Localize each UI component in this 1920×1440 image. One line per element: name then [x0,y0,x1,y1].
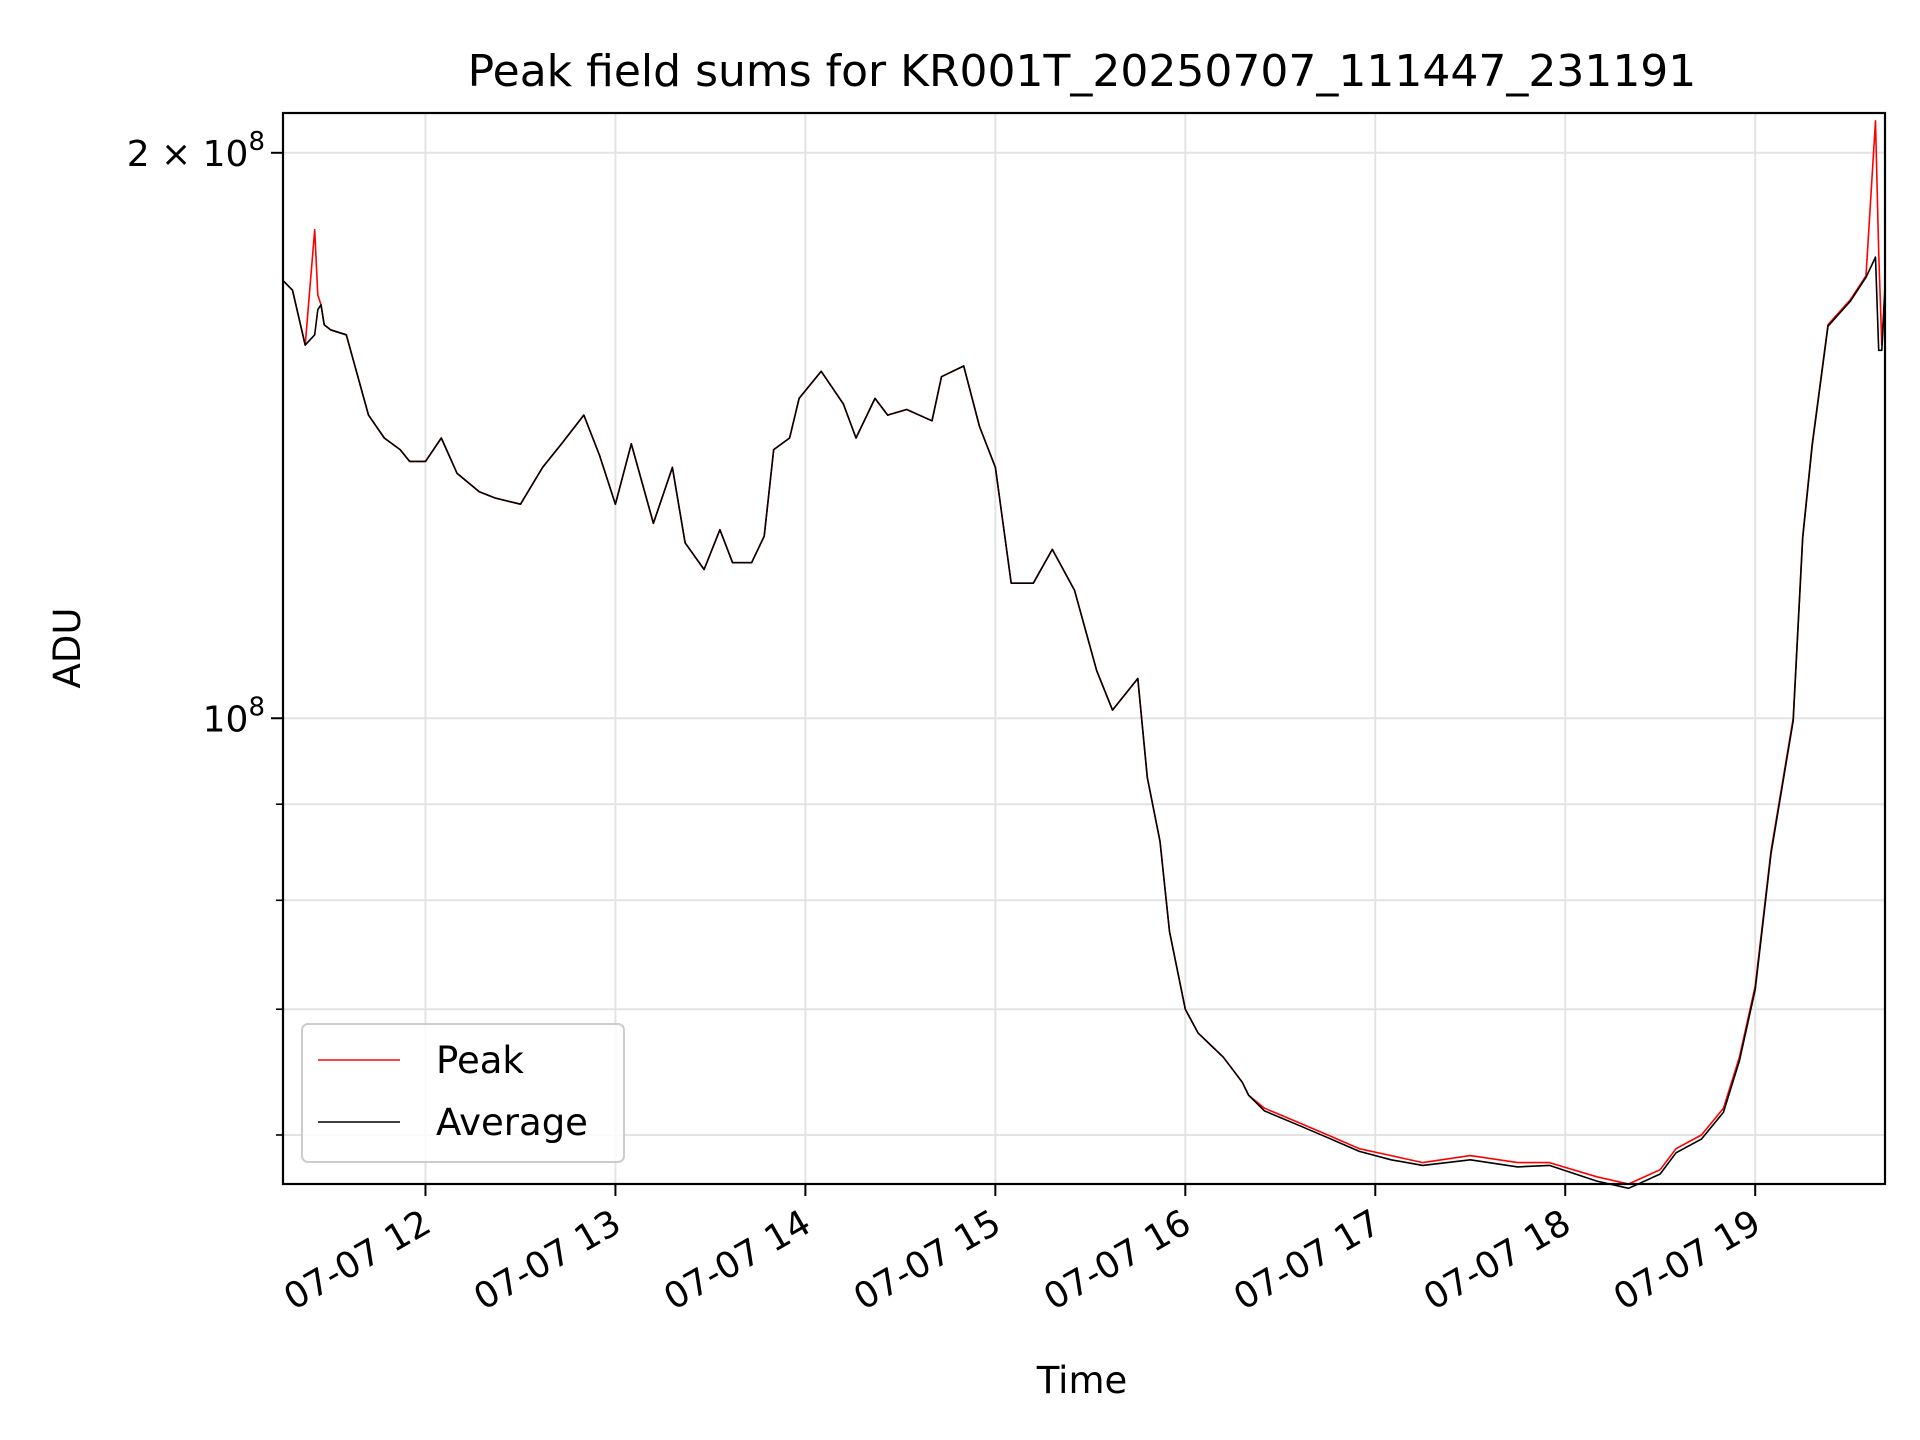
grid-lines [283,113,1885,1184]
y-tick-mantissa: 2 × 10 [127,134,249,175]
y-tick-label: 2 × 108 [127,127,265,175]
series-lines [282,120,1886,1190]
x-axis-label: Time [1036,1359,1128,1402]
y-axis-label: ADU [46,608,89,689]
legend-label-peak: Peak [436,1039,524,1082]
legend: Peak Average [301,1023,625,1163]
y-tick-exponent: 8 [248,127,265,157]
y-tick-exponent: 8 [248,692,265,722]
series-line-average [282,256,1886,1190]
y-tick-label: 108 [203,692,265,740]
plot-frame [281,111,1887,1186]
legend-box [301,1023,625,1163]
y-tick-mantissa: 10 [203,699,249,740]
legend-label-average: Average [436,1101,588,1144]
chart-title: Peak field sums for KR001T_20250707_1114… [468,46,1697,97]
